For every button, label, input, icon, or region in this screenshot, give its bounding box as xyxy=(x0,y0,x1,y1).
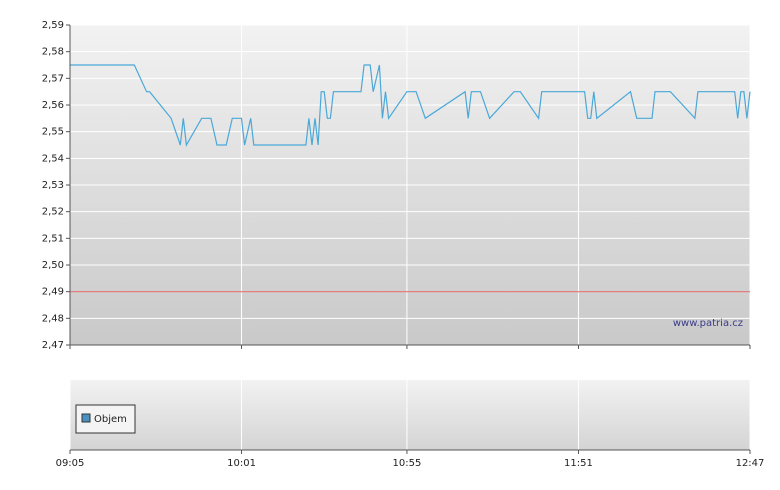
y-tick-label: 2,56 xyxy=(42,100,64,111)
legend-swatch xyxy=(81,413,91,423)
y-tick-label: 2,47 xyxy=(42,340,64,351)
y-tick-label: 2,52 xyxy=(42,207,64,218)
y-tick-label: 2,48 xyxy=(42,313,64,324)
watermark: www.patria.cz xyxy=(673,318,743,329)
legend-label: Objem xyxy=(94,414,127,425)
volume-area xyxy=(70,380,750,450)
y-tick-label: 2,55 xyxy=(42,127,64,138)
y-tick-label: 2,54 xyxy=(42,153,64,164)
y-tick-label: 2,57 xyxy=(42,73,64,84)
x-tick-label: 10:55 xyxy=(393,458,422,469)
y-tick-label: 2,53 xyxy=(42,180,64,191)
x-tick-label: 12:47 xyxy=(736,458,765,469)
x-tick-label: 10:01 xyxy=(227,458,256,469)
y-tick-label: 2,58 xyxy=(42,47,64,58)
y-tick-label: 2,50 xyxy=(42,260,64,271)
y-tick-label: 2,59 xyxy=(42,20,64,31)
price-line xyxy=(70,64,751,147)
y-tick-label: 2,51 xyxy=(42,233,64,244)
x-tick-label: 11:51 xyxy=(564,458,593,469)
x-tick-label: 09:05 xyxy=(56,458,85,469)
y-tick-label: 2,49 xyxy=(42,287,64,298)
